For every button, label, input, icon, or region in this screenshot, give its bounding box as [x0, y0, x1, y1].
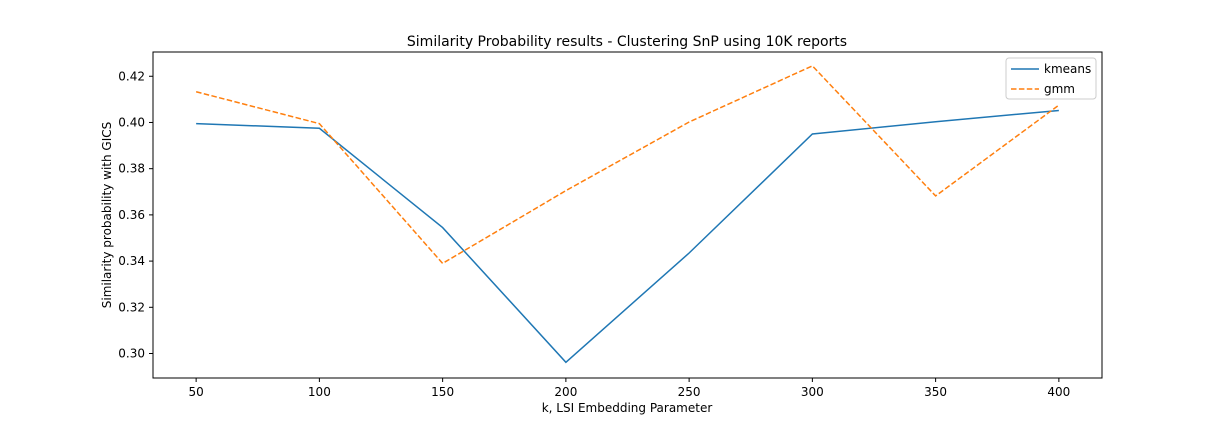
legend-label-gmm: gmm [1044, 82, 1075, 96]
y-tick-label: 0.34 [118, 254, 145, 268]
legend: kmeans gmm [1005, 57, 1097, 100]
x-tick-label: 400 [1047, 385, 1070, 399]
plot-lines [195, 64, 1060, 364]
x-tick-label: 150 [431, 385, 454, 399]
y-tick-label: 0.30 [118, 347, 145, 361]
chart-title: Similarity Probability results - Cluster… [407, 34, 847, 50]
series-line-gmm [195, 64, 1060, 265]
series-line-kmeans [196, 109, 1059, 364]
y-tick-label: 0.36 [118, 208, 145, 222]
x-axis-label: k, LSI Embedding Parameter [542, 401, 713, 415]
x-tick-label: 200 [554, 385, 577, 399]
y-tick-label: 0.38 [118, 162, 145, 176]
plot-frame [152, 51, 1103, 379]
x-tick-label: 350 [924, 385, 947, 399]
legend-label-kmeans: kmeans [1044, 62, 1091, 76]
y-axis-ticks: 0.30 0.32 0.34 0.36 0.38 0.40 0.42 [118, 69, 153, 361]
x-tick-label: 100 [308, 385, 331, 399]
y-tick-label: 0.32 [118, 300, 145, 314]
y-tick-label: 0.40 [118, 115, 145, 129]
x-axis-ticks: 50 100 150 200 250 300 350 400 [188, 378, 1070, 399]
y-tick-label: 0.42 [118, 69, 145, 83]
x-tick-label: 250 [678, 385, 701, 399]
x-tick-label: 50 [188, 385, 203, 399]
y-axis-label: Similarity probability with GICS [100, 122, 114, 309]
x-tick-label: 300 [801, 385, 824, 399]
